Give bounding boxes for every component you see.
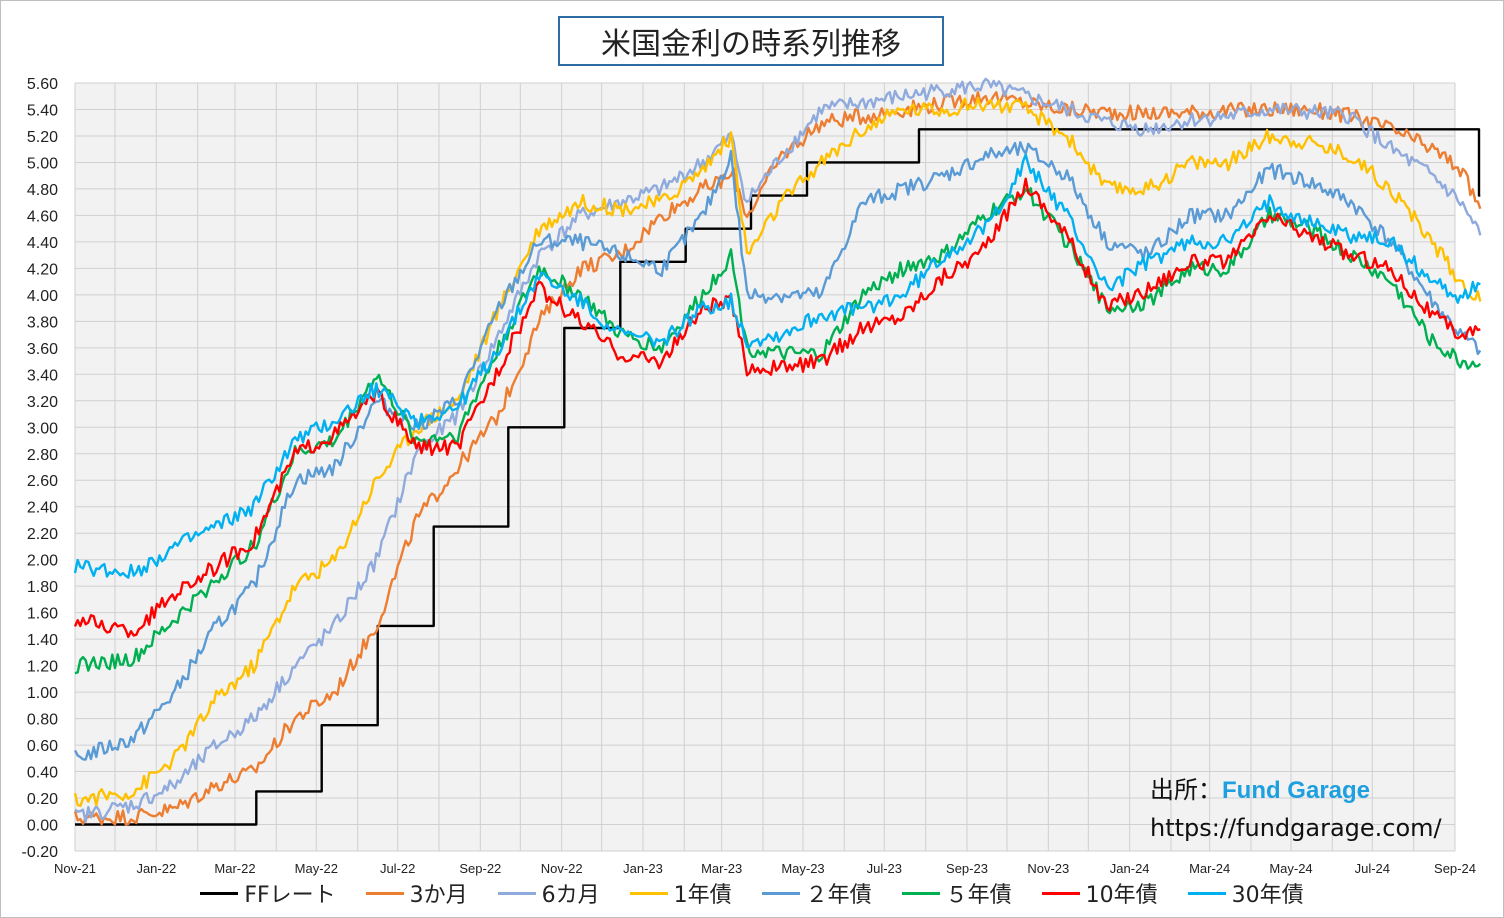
y-tick-label: 1.60 [27, 606, 58, 623]
x-tick-label: Sep-22 [459, 861, 501, 876]
y-tick-label: 2.80 [27, 447, 58, 464]
legend-item: ２年債 [761, 877, 872, 909]
legend-item: FFレート [200, 877, 336, 909]
series-line [73, 141, 1482, 761]
legend-item: 30年債 [1187, 877, 1304, 909]
y-tick-label: 4.20 [27, 261, 58, 278]
legend-item: 10年債 [1041, 877, 1158, 909]
legend-item: 1年債 [629, 877, 732, 909]
legend-label: FFレート [244, 883, 336, 908]
x-tick-label: May-24 [1269, 861, 1312, 876]
series-line [73, 177, 1481, 639]
x-tick-label: Jan-22 [136, 861, 176, 876]
legend-item: 6カ月 [497, 877, 600, 909]
series-line [73, 96, 1482, 808]
y-tick-label: 5.00 [27, 155, 58, 172]
horizontal-gridlines [75, 82, 1455, 852]
vertical-gridlines [74, 83, 1456, 851]
y-tick-label: 3.80 [27, 314, 58, 331]
x-tick-label: Nov-22 [541, 861, 583, 876]
x-tick-label: Sep-24 [1434, 861, 1476, 876]
x-tick-label: Nov-21 [54, 861, 96, 876]
y-tick-label: 4.80 [27, 182, 58, 199]
y-tick-label: 3.00 [27, 420, 58, 437]
y-tick-label: 5.60 [27, 76, 58, 93]
x-tick-label: Jul-22 [380, 861, 415, 876]
y-tick-label: 2.60 [27, 473, 58, 490]
legend-label: 1年債 [673, 883, 732, 908]
source-name: Fund Garage [1222, 777, 1371, 804]
chart-title: 米国金利の時系列推移 [558, 16, 944, 66]
source-label: 出所：Fund Garage [1150, 770, 1370, 805]
y-tick-label: -0.20 [22, 844, 59, 861]
legend-swatch [629, 891, 668, 895]
series-lines [73, 77, 1482, 826]
legend-item: ５年債 [901, 877, 1012, 909]
x-tick-label: Jan-24 [1110, 861, 1150, 876]
y-tick-label: 2.40 [27, 500, 58, 517]
legend-label: 3か月 [409, 883, 468, 908]
legend-swatch [1187, 891, 1226, 895]
legend-label: 6カ月 [541, 883, 600, 908]
legend-swatch [497, 891, 536, 895]
y-tick-label: 0.60 [27, 738, 58, 755]
y-tick-label: 5.40 [27, 102, 58, 119]
y-tick-label: 3.60 [27, 341, 58, 358]
legend-swatch [365, 891, 404, 895]
legend-swatch [200, 891, 239, 895]
x-tick-label: Mar-23 [701, 861, 742, 876]
y-tick-label: 4.60 [27, 208, 58, 225]
legend-label: 10年債 [1085, 883, 1158, 908]
legend: FFレート 3か月 6カ月 1年債 ２年債 ５年債 10年債 30年債 [0, 876, 1504, 910]
y-tick-label: 0.00 [27, 818, 58, 835]
y-tick-label: 5.20 [27, 129, 58, 146]
y-tick-label: 4.00 [27, 288, 58, 305]
x-tick-label: Mar-22 [214, 861, 255, 876]
legend-swatch [901, 891, 940, 895]
y-tick-label: 0.80 [27, 712, 58, 729]
y-tick-label: 1.20 [27, 659, 58, 676]
legend-swatch [1041, 891, 1080, 895]
legend-item: 3か月 [365, 877, 468, 909]
y-tick-label: 0.20 [27, 791, 58, 808]
legend-label: ２年債 [805, 883, 872, 908]
y-tick-label: 2.20 [27, 526, 58, 543]
x-tick-label: Jan-23 [623, 861, 663, 876]
y-tick-label: 2.00 [27, 553, 58, 570]
x-tick-label: May-22 [295, 861, 338, 876]
y-tick-label: 4.40 [27, 235, 58, 252]
source-prefix: 出所： [1150, 776, 1222, 804]
legend-label: ５年債 [945, 883, 1012, 908]
legend-swatch [761, 891, 800, 895]
series-line [73, 153, 1481, 579]
y-tick-label: 1.00 [27, 685, 58, 702]
x-tick-label: Jul-23 [867, 861, 902, 876]
y-tick-label: 1.80 [27, 579, 58, 596]
series-line [75, 128, 1481, 826]
y-axis-tick-labels: 5.60 5.40 5.20 5.00 4.80 4.60 4.40 4.20 4.00 3.80… [22, 76, 59, 861]
x-tick-label: May-23 [781, 861, 824, 876]
x-tick-label: Mar-24 [1189, 861, 1230, 876]
x-tick-label: Jul-24 [1355, 861, 1390, 876]
x-axis-tick-labels: Nov-21 Jan-22 Mar-22 May-22 Jul-22 Sep-22 Nov-… [54, 861, 1476, 876]
x-tick-label: Sep-23 [946, 861, 988, 876]
legend-label: 30年債 [1231, 883, 1304, 908]
x-tick-label: Nov-23 [1027, 861, 1069, 876]
y-tick-label: 3.20 [27, 394, 58, 411]
y-tick-label: 0.40 [27, 765, 58, 782]
y-tick-label: 1.40 [27, 632, 58, 649]
series-line [74, 77, 1482, 823]
source-url[interactable]: https://fundgarage.com/ [1150, 814, 1442, 842]
y-tick-label: 3.40 [27, 367, 58, 384]
